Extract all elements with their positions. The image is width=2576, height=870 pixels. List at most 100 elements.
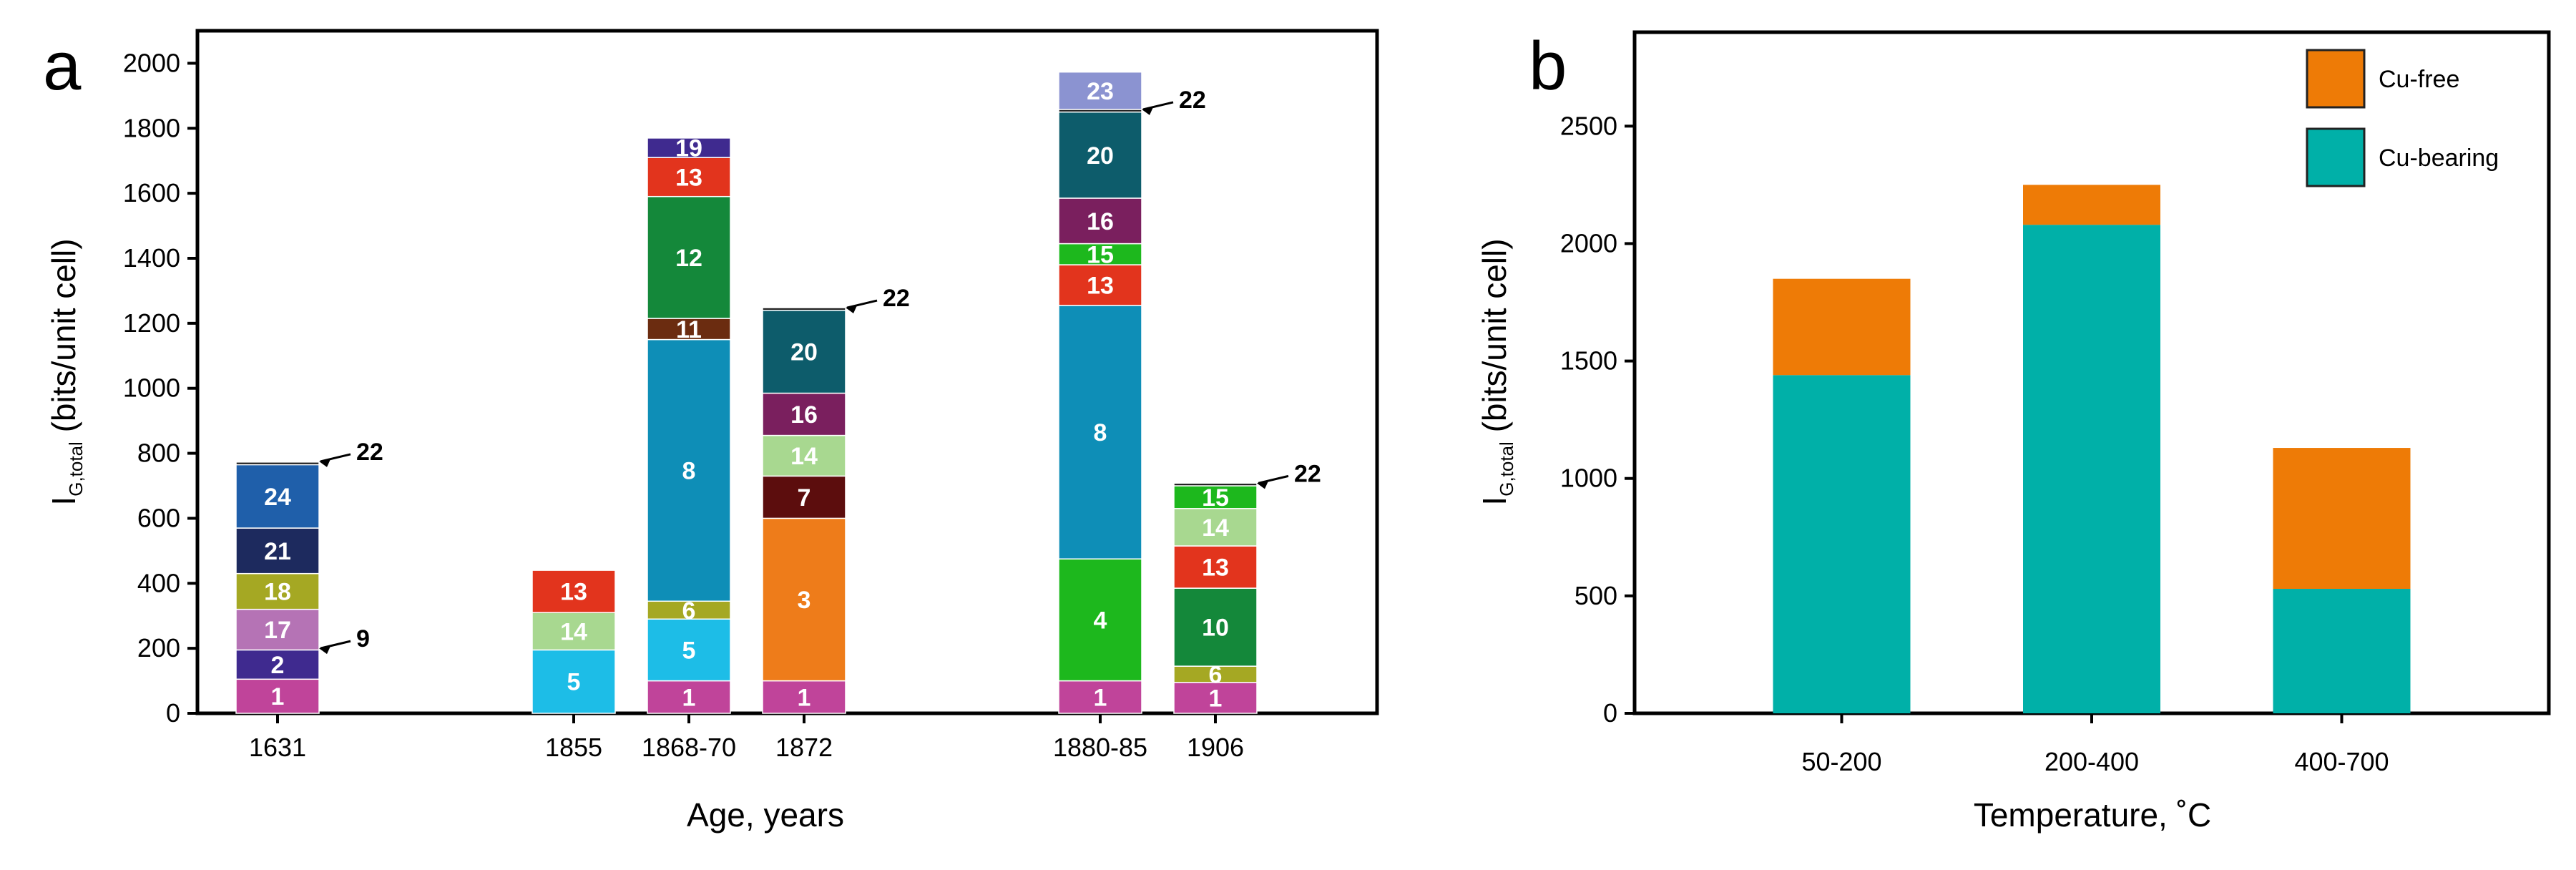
segment-label: 14 — [790, 443, 818, 470]
bar-Cu-free-400-700 — [2273, 448, 2411, 590]
annotation-label: 22 — [356, 439, 383, 466]
segment-label: 19 — [675, 135, 702, 162]
bar-Cu-bearing-400-700 — [2273, 589, 2411, 713]
annotation-arrowhead — [846, 306, 857, 314]
segment-label: 13 — [675, 164, 702, 191]
y-tick-label-a: 1600 — [123, 178, 180, 207]
segment-label: 18 — [264, 579, 291, 606]
segment-label: 14 — [560, 618, 587, 645]
segment-label: 5 — [567, 669, 581, 696]
x-tick-label-a: 1868-70 — [642, 733, 736, 762]
annotation-label: 22 — [1179, 87, 1206, 114]
bar-Cu-free-50-200 — [1773, 278, 1911, 376]
segment-label: 20 — [790, 339, 818, 366]
annotation-arrowhead — [319, 646, 330, 655]
segment-label: 1 — [1094, 684, 1107, 711]
segment-label: 11 — [676, 316, 702, 343]
annotation-arrowhead — [1142, 107, 1153, 115]
y-axis-label-a: IG,total (bits/unit cell) — [45, 238, 87, 505]
segment-label: 13 — [1202, 554, 1229, 582]
bar-segment-1872-14 — [762, 434, 846, 477]
segment-label: 15 — [1087, 241, 1114, 268]
panel-b: b 0 500 1000 1500 2000 2500 50-200 200-400 400-7… — [1476, 28, 2551, 834]
x-tick-label-a: 1872 — [775, 733, 833, 762]
bar-Cu-bearing-200-400 — [2023, 225, 2160, 713]
bar-segment-1868-70-6 — [647, 600, 731, 620]
y-tick-label-b: 1500 — [1560, 346, 1617, 376]
legend-label-Cu-free: Cu-free — [2379, 66, 2459, 93]
segment-label: 10 — [1202, 615, 1229, 642]
segment-label: 8 — [1094, 419, 1107, 446]
segment-label: 6 — [682, 597, 696, 625]
y-tick-label-a: 1400 — [123, 243, 180, 273]
y-tick-label-a: 1000 — [123, 373, 180, 403]
bar-segment-1868-70-8 — [647, 338, 731, 602]
x-tick-label-b: 50-200 — [1801, 747, 1881, 776]
segment-label: 6 — [1209, 661, 1223, 688]
annotation-arrowhead — [319, 459, 330, 467]
annotation-label: 22 — [883, 285, 910, 312]
bar-segment-1631-24 — [235, 464, 320, 529]
bar-segment-1872-3 — [762, 517, 846, 682]
bar-segment-1872-1 — [762, 680, 846, 714]
legend-swatch-Cu-free — [2306, 49, 2366, 109]
bar-segment-1906-13 — [1173, 545, 1258, 589]
bar-segment-1880-85-23 — [1058, 71, 1142, 110]
segment-label: 12 — [675, 245, 702, 272]
annotation-label: 22 — [1294, 460, 1321, 487]
bar-segment-1906-15 — [1173, 485, 1258, 509]
y-tick-label-b: 0 — [1603, 698, 1617, 728]
bar-segment-1631-1 — [235, 678, 320, 714]
y-tick-label-a: 600 — [137, 503, 180, 532]
y-axis-label-b: IG,total (bits/unit cell) — [1476, 238, 1517, 505]
segment-label: 16 — [790, 401, 818, 429]
bar-segment-1906-22 — [1173, 482, 1258, 487]
segment-label: 8 — [682, 457, 696, 484]
y-tick-label-a: 400 — [137, 568, 180, 597]
bar-segment-1872-22 — [762, 307, 846, 311]
bar-segment-1855-14 — [532, 612, 616, 651]
y-tick-label-a: 800 — [137, 439, 180, 468]
segment-label: 17 — [264, 617, 291, 644]
y-tick-label-a: 1200 — [123, 308, 180, 338]
annotation-label: 9 — [356, 625, 370, 652]
panel-a: a 0 200 400 600 800 1000 1200 1400 1600 1800 2000 1… — [43, 28, 1379, 834]
y-tick-label-b: 500 — [1575, 581, 1617, 610]
bar-segment-1880-85-4 — [1058, 558, 1142, 682]
segment-label: 23 — [1087, 78, 1114, 105]
x-tick-label-a: 1855 — [545, 733, 602, 762]
bar-Cu-free-200-400 — [2023, 185, 2160, 225]
bar-segment-1880-85-8 — [1058, 305, 1142, 559]
x-tick-label-b: 400-700 — [2294, 747, 2389, 776]
segment-label: 24 — [264, 484, 291, 511]
bar-segment-1855-13 — [532, 570, 616, 613]
x-tick-label-a: 1906 — [1187, 733, 1244, 762]
segment-label: 2 — [271, 652, 285, 679]
y-tick-label-a: 0 — [166, 698, 180, 728]
x-tick-label-b: 200-400 — [2044, 747, 2139, 776]
bar-segment-1631-22 — [235, 461, 320, 466]
segment-label: 20 — [1087, 142, 1114, 170]
bar-segment-1868-70-5 — [647, 618, 731, 682]
segment-label: 1 — [1209, 685, 1223, 712]
y-tick-label-a: 2000 — [123, 48, 180, 77]
bar-segment-1631-17 — [235, 608, 320, 651]
bar-Cu-bearing-50-200 — [1773, 375, 1911, 713]
bar-segment-1631-2 — [235, 649, 320, 680]
legend-label-Cu-bearing: Cu-bearing — [2379, 145, 2499, 172]
segment-label: 15 — [1202, 484, 1229, 512]
bar-segment-1868-70-1 — [647, 680, 731, 714]
x-axis-label-a: Age, years — [687, 796, 844, 834]
segment-label: 13 — [1087, 272, 1114, 299]
segment-label: 7 — [798, 484, 811, 512]
segment-label: 21 — [264, 538, 291, 565]
segment-label: 5 — [682, 637, 696, 664]
segment-label: 14 — [1202, 514, 1229, 542]
bar-segment-1631-21 — [235, 527, 320, 575]
y-tick-label-b: 2000 — [1560, 228, 1617, 258]
segment-label: 4 — [1094, 607, 1107, 634]
bar-segment-1872-7 — [762, 475, 846, 519]
segment-label: 1 — [798, 684, 811, 711]
annotation-arrowhead — [1257, 481, 1268, 489]
